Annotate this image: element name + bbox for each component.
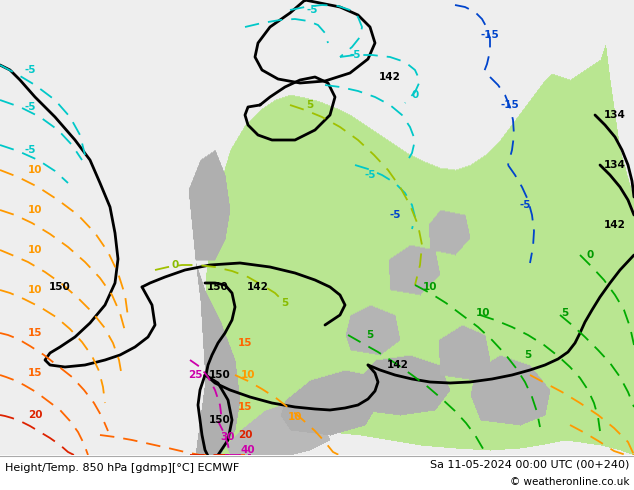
Text: © weatheronline.co.uk: © weatheronline.co.uk [510, 477, 629, 487]
Text: 15: 15 [238, 402, 252, 412]
Text: -5: -5 [365, 170, 376, 180]
Text: Height/Temp. 850 hPa [gdmp][°C] ECMWF: Height/Temp. 850 hPa [gdmp][°C] ECMWF [5, 464, 239, 473]
Text: 25: 25 [188, 370, 202, 380]
Text: 10: 10 [423, 282, 437, 292]
Text: 15: 15 [28, 328, 42, 338]
Text: 142: 142 [379, 72, 401, 82]
Text: 134: 134 [604, 110, 626, 120]
Text: 150: 150 [207, 282, 229, 292]
Text: -5: -5 [306, 5, 318, 15]
Text: 10: 10 [288, 412, 302, 422]
Text: 5: 5 [366, 330, 373, 340]
Text: 5: 5 [281, 298, 288, 308]
Text: 10: 10 [28, 285, 42, 295]
Text: -15: -15 [501, 100, 519, 110]
Text: -15: -15 [481, 30, 500, 40]
Text: -5: -5 [24, 145, 36, 155]
Text: 134: 134 [604, 160, 626, 170]
Text: -5: -5 [349, 50, 361, 60]
Text: 150: 150 [209, 370, 231, 380]
Text: 20: 20 [238, 430, 252, 440]
Text: 5: 5 [561, 308, 569, 318]
Text: -5: -5 [24, 65, 36, 75]
Text: 10: 10 [28, 245, 42, 255]
Text: 142: 142 [604, 220, 626, 230]
Text: -5: -5 [389, 210, 401, 220]
Text: -5: -5 [519, 200, 531, 210]
Text: 142: 142 [247, 282, 269, 292]
Text: 30: 30 [221, 432, 235, 442]
Text: 10: 10 [241, 370, 256, 380]
Text: 10: 10 [28, 205, 42, 215]
Text: 0: 0 [586, 250, 593, 260]
Text: 0: 0 [411, 90, 418, 100]
Text: 20: 20 [28, 410, 42, 420]
Text: 15: 15 [28, 368, 42, 378]
Text: 5: 5 [306, 100, 314, 110]
Text: 150: 150 [49, 282, 71, 292]
Text: -5: -5 [24, 102, 36, 112]
Text: 5: 5 [524, 350, 532, 360]
Text: 15: 15 [238, 338, 252, 348]
Text: 10: 10 [28, 165, 42, 175]
Text: 40: 40 [241, 445, 256, 455]
Text: 10: 10 [476, 308, 490, 318]
Text: 150: 150 [209, 415, 231, 425]
Text: Sa 11-05-2024 00:00 UTC (00+240): Sa 11-05-2024 00:00 UTC (00+240) [430, 460, 629, 470]
Text: 142: 142 [387, 360, 409, 370]
Text: 0: 0 [171, 260, 179, 270]
